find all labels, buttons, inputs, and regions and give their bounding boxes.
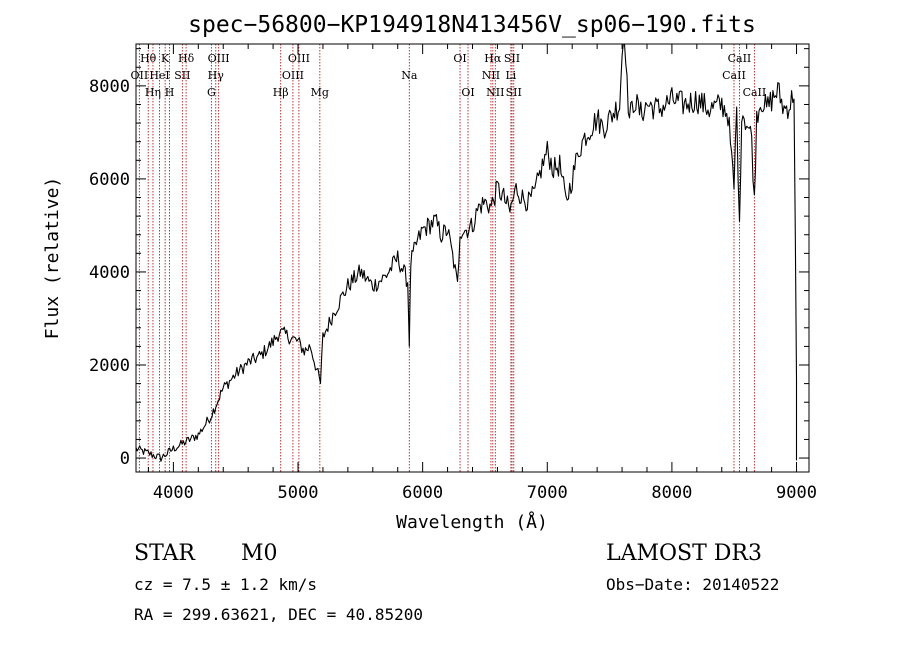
spectral-line-label: Hγ	[208, 69, 225, 82]
spectral-line-label: NII	[482, 69, 500, 82]
spectral-line-label: CaII	[728, 52, 752, 65]
spectral-line-label: Li	[505, 69, 516, 82]
x-tick-label: 4000	[153, 483, 194, 503]
spectral-line-label: Na	[401, 69, 418, 82]
spectral-line-label: OIII	[208, 52, 230, 65]
spectral-line-label: NII	[486, 86, 504, 99]
x-tick-label: 6000	[402, 483, 443, 503]
spectral-line-label: OI	[461, 86, 474, 99]
spectral-line-label: Mg	[311, 86, 329, 99]
plot-frame	[135, 43, 810, 473]
spectral-line-label: OI	[453, 52, 466, 65]
spectral-line-label: Hβ	[273, 86, 289, 99]
coordinates: RA = 299.63621, DEC = 40.85200	[134, 605, 423, 624]
spectral-line-markers	[138, 44, 755, 472]
spectral-line-label: Hη	[145, 86, 161, 99]
spectral-line-label: OII	[131, 69, 149, 82]
spectral-line-label: OIII	[282, 69, 304, 82]
survey-name: LAMOST DR3	[606, 541, 762, 566]
spectral-line-label: G	[207, 86, 216, 99]
spectral-line-label: K	[161, 52, 170, 65]
y-tick-label: 8000	[89, 77, 130, 97]
spectral-line-label: CaII	[722, 69, 746, 82]
spectral-line-label: Hα	[484, 52, 502, 65]
x-axis-label: Wavelength (Å)	[396, 511, 548, 533]
object-class: STAR	[134, 541, 196, 566]
x-axis: 4000 5000 6000 7000 8000 9000	[147, 44, 817, 503]
x-tick-label: 9000	[776, 483, 817, 503]
y-tick-label: 2000	[89, 356, 130, 376]
x-tick-label: 8000	[651, 483, 692, 503]
y-tick-label: 6000	[89, 170, 130, 190]
spectrum-line	[135, 43, 798, 462]
spectral-line-label: H	[165, 86, 175, 99]
spectral-line-label: Hδ	[178, 52, 195, 65]
spectral-line-label: CaII	[743, 86, 767, 99]
spectral-line-label: Hθ	[140, 52, 157, 65]
obs-date: Obs−Date: 20140522	[606, 575, 779, 594]
spectral-line-label: HeI	[149, 69, 169, 82]
y-tick-label: 4000	[89, 263, 130, 283]
x-tick-label: 5000	[278, 483, 319, 503]
y-axis: 0 2000 4000 6000 8000	[89, 48, 809, 469]
y-tick-label: 0	[120, 449, 130, 469]
spectral-line-label: SII	[174, 69, 190, 82]
redshift-cz: cz = 7.5 ± 1.2 km/s	[134, 575, 317, 594]
spectral-line-label: SII	[504, 52, 520, 65]
y-axis-label: Flux (relative)	[42, 177, 63, 340]
object-subclass: M0	[241, 541, 278, 566]
spectral-line-label: SII	[506, 86, 522, 99]
x-tick-label: 7000	[527, 483, 568, 503]
spectral-line-labels: Hθ OII Hη HeI K H SII Hδ OIII Hγ G Hβ OIII OIII Mg Na OI…	[131, 52, 767, 99]
spectral-line-label: OIII	[288, 52, 310, 65]
chart-title: spec−56800−KP194918N413456V_sp06−190.fit…	[188, 12, 756, 38]
